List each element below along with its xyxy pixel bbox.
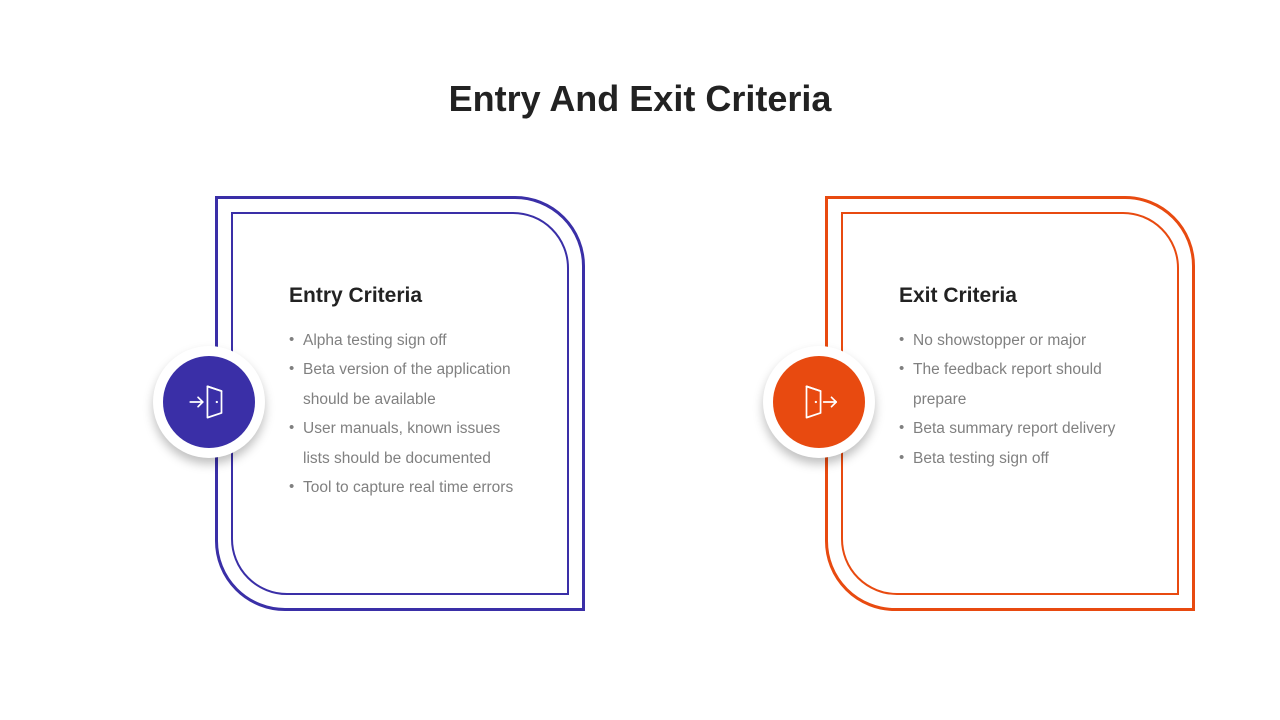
exit-list-item: The feedback report should prepare [899,355,1141,414]
exit-list-item: Beta testing sign off [899,444,1141,473]
exit-card-inner-panel: Exit Criteria No showstopper or majorThe… [841,212,1179,595]
entry-list-item: Beta version of the application should b… [289,355,531,414]
entry-card-title: Entry Criteria [289,284,531,308]
exit-list-item: Beta summary report delivery [899,414,1141,443]
entry-badge-inner [163,356,255,448]
enter-door-icon [184,377,234,427]
exit-badge [763,346,875,458]
exit-card-list: No showstopper or majorThe feedback repo… [899,326,1141,473]
entry-list-item: Alpha testing sign off [289,326,531,355]
exit-card: Exit Criteria No showstopper or majorThe… [825,196,1195,611]
entry-card-inner-panel: Entry Criteria Alpha testing sign offBet… [231,212,569,595]
exit-card-title: Exit Criteria [899,284,1141,308]
page-title: Entry And Exit Criteria [0,78,1280,120]
entry-list-item: Tool to capture real time errors [289,473,531,502]
exit-badge-inner [773,356,865,448]
entry-badge [153,346,265,458]
entry-card-list: Alpha testing sign offBeta version of th… [289,326,531,503]
entry-card: Entry Criteria Alpha testing sign offBet… [215,196,585,611]
exit-door-icon [794,377,844,427]
exit-list-item: No showstopper or major [899,326,1141,355]
entry-list-item: User manuals, known issues lists should … [289,414,531,473]
